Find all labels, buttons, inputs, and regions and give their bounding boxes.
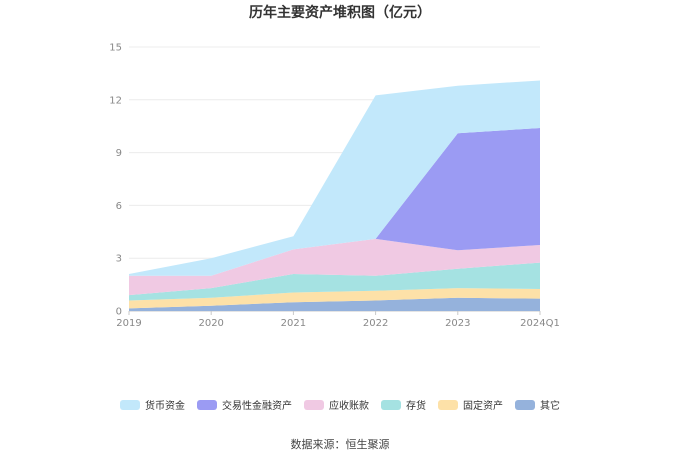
y-tick-label: 15 [109,43,122,54]
legend-swatch [197,399,217,410]
x-tick-label: 2019 [116,318,141,329]
legend-label: 交易性金融资产 [222,401,292,412]
data-source-note: 数据来源：恒生聚源 [290,438,390,451]
legend-item[interactable]: 其它 [515,397,560,412]
legend-item[interactable]: 应收账款 [304,397,369,412]
legend-label: 存货 [406,401,426,412]
legend-swatch [438,399,458,410]
area-series-存货 [129,262,540,301]
area-series-其它 [129,297,540,311]
legend-label: 其它 [540,401,560,412]
area-series-货币资金 [129,80,540,276]
legend-item[interactable]: 固定资产 [438,397,503,412]
area-series-交易性金融资产 [129,127,540,276]
x-tick-label: 2023 [445,318,470,329]
y-tick-label: 3 [116,254,122,265]
legend-label: 应收账款 [329,401,369,412]
y-tick-label: 0 [116,307,122,318]
legend-swatch [515,399,535,410]
chart-legend: 货币资金 交易性金融资产 应收账款 存货 固定资产 其它 [0,397,680,412]
legend-swatch [304,399,324,410]
y-tick-label: 9 [116,148,122,159]
x-tick-label: 2022 [363,318,388,329]
chart-title: 历年主要资产堆积图（亿元） [249,5,431,21]
legend-item[interactable]: 交易性金融资产 [197,397,292,412]
legend-item[interactable]: 货币资金 [120,397,185,412]
legend-swatch [120,399,140,410]
legend-swatch [381,399,401,410]
x-tick-label: 2021 [281,318,306,329]
area-series-固定资产 [129,288,540,309]
legend-label: 货币资金 [145,401,185,412]
area-series-应收账款 [129,238,540,296]
legend-label: 固定资产 [463,401,503,412]
x-tick-label: 2024Q1 [520,318,560,329]
y-tick-label: 6 [116,201,122,212]
legend-item[interactable]: 存货 [381,397,426,412]
y-tick-label: 12 [109,95,122,106]
x-tick-label: 2020 [198,318,223,329]
